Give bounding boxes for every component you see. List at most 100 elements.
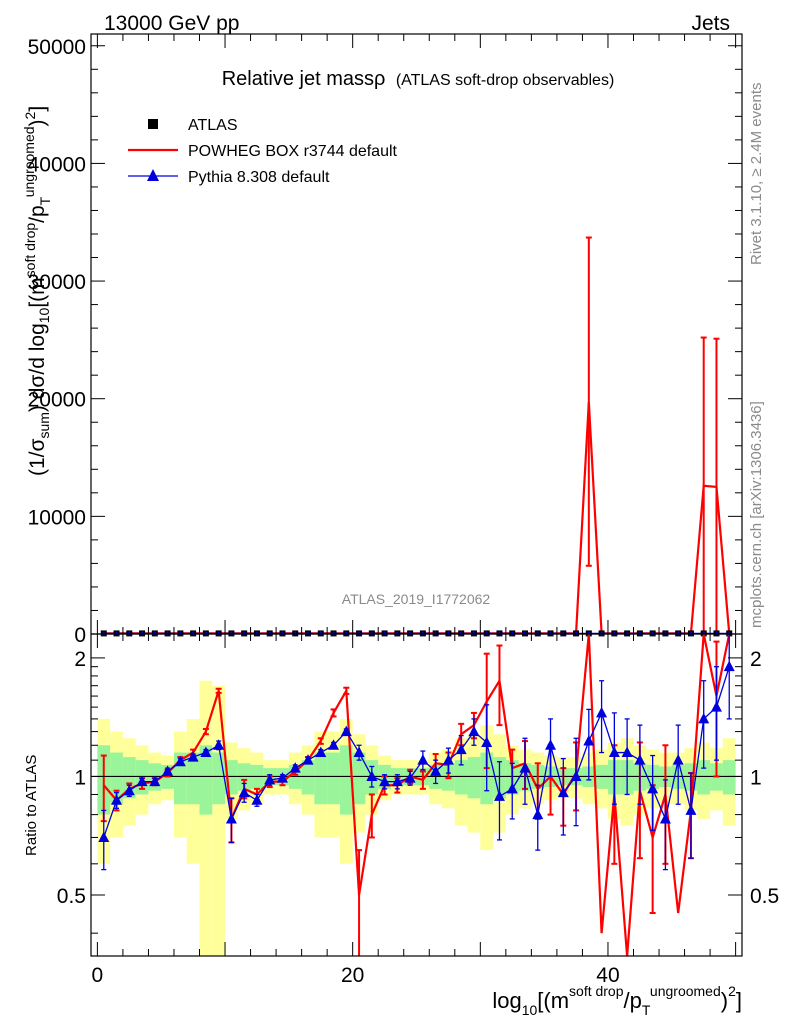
pythia-ratio-marker — [289, 762, 301, 773]
pythia-ratio-marker — [545, 739, 557, 750]
ratio-band-green — [327, 752, 340, 805]
pythia-ratio-marker — [506, 782, 518, 794]
main-y-tick-label: 50000 — [28, 36, 86, 59]
ratio-y-axis-label: Ratio to ATLAS — [23, 755, 40, 856]
main-y-tick-label: 20000 — [28, 389, 86, 412]
header-left: 13000 GeV pp — [104, 12, 239, 35]
ratio-band-green — [339, 745, 353, 815]
ratio-band-green — [314, 752, 328, 805]
pythia-ratio-marker — [379, 775, 391, 787]
pythia-ratio-marker — [583, 735, 595, 746]
ratio-band-green — [199, 745, 213, 815]
pythia-ratio-marker — [366, 770, 378, 781]
legend-label-pythia: Pythia 8.308 default — [188, 169, 330, 186]
ratio-y-tick-label-right: 2 — [750, 648, 762, 671]
pythia-ratio-marker — [315, 746, 327, 758]
pythia-ratio-marker — [685, 804, 697, 815]
pythia-ratio-marker — [149, 775, 161, 787]
ratio-band-green — [697, 760, 711, 795]
ratio-band-green — [454, 760, 468, 795]
pythia-ratio-marker — [111, 794, 123, 805]
pythia-ratio-marker — [608, 746, 620, 758]
legend-label-powheg: POWHEG BOX r3744 default — [188, 143, 398, 160]
pythia-ratio-marker — [659, 812, 671, 824]
pythia-ratio-marker — [187, 751, 199, 762]
x-axis-label: log10[(msoft drop/pTungroomed)2] — [492, 983, 742, 1018]
pythia-ratio-marker — [238, 786, 250, 798]
pythia-ratio-marker — [596, 706, 608, 718]
side-label-mcplots: mcplots.cern.ch [arXiv:1306.3436] — [748, 401, 765, 628]
chart-title-main: Relative jet massρ — [222, 68, 386, 90]
x-ticks: 0 20 40 — [92, 34, 737, 987]
pythia-ratio-marker — [136, 775, 148, 787]
main-y-tick-label: 30000 — [28, 271, 86, 294]
pythia-ratio-marker — [710, 701, 722, 712]
pythia-ratio-marker — [672, 754, 684, 765]
pythia-ratio-marker — [455, 743, 467, 755]
pythia-ratio-marker — [442, 754, 454, 765]
pythia-ratio-marker — [162, 765, 174, 776]
legend-marker-pythia — [147, 169, 159, 181]
chart-title-sub: (ATLAS soft-drop observables) — [396, 72, 614, 89]
pythia-ratio-marker — [353, 746, 365, 758]
pythia-ratio-marker — [493, 790, 505, 801]
x-tick-label: 40 — [596, 964, 619, 987]
legend-label-atlas: ATLAS — [188, 117, 238, 134]
main-y-tick-label: 10000 — [28, 506, 86, 529]
ratio-y-tick-label-left: 1 — [74, 766, 86, 789]
powheg-ratio-line — [102, 633, 731, 957]
ratio-band-green — [212, 752, 226, 805]
ratio-band-green — [722, 760, 736, 795]
pythia-ratio-marker — [519, 762, 531, 773]
pythia-ratio-marker — [468, 725, 480, 737]
pythia-ratio-marker — [698, 712, 710, 724]
pythia-ratio-marker — [200, 746, 212, 758]
x-tick-label: 20 — [341, 964, 364, 987]
ratio-band-green — [352, 752, 366, 805]
legend-marker-atlas — [148, 119, 158, 129]
pythia-ratio-marker — [481, 736, 493, 747]
ratio-band-green — [110, 752, 123, 805]
main-y-tick-label: 40000 — [28, 153, 86, 176]
watermark: ATLAS_2019_I1772062 — [342, 591, 491, 607]
pythia-ratio-marker — [98, 831, 110, 842]
pythia-ratio-marker — [225, 812, 237, 824]
pythia-ratio-marker — [634, 754, 646, 765]
ratio-y-tick-label-left: 2 — [74, 648, 86, 671]
ratio-y-tick-label-right: 1 — [750, 766, 762, 789]
ratio-band-yellow — [199, 680, 213, 956]
pythia-ratio-marker — [570, 770, 582, 781]
ratio-band-green — [186, 752, 200, 805]
pythia-ratio-marker — [621, 746, 633, 758]
pythia-ratio-marker — [123, 784, 135, 796]
pythia-ratio-marker — [174, 755, 186, 767]
pythia-ratio-marker — [430, 765, 442, 776]
main-y-tick-label: 0 — [74, 624, 86, 647]
x-tick-label: 0 — [92, 964, 104, 987]
pythia-ratio-marker — [276, 772, 288, 783]
ratio-y-ticks: 0.5 0.5 1 1 2 2 — [57, 648, 779, 934]
pythia-ratio-marker — [404, 772, 416, 783]
ratio-y-tick-label-left: 0.5 — [57, 885, 86, 908]
pythia-ratio-marker — [723, 660, 735, 672]
side-label-rivet: Rivet 3.1.10, ≥ 2.4M events — [748, 83, 765, 266]
pythia-ratio-marker — [302, 754, 314, 765]
header-right: Jets — [691, 12, 730, 35]
ratio-plot-frame — [90, 633, 743, 957]
pythia-ratio-marker — [264, 773, 276, 785]
ratio-band-green — [467, 757, 481, 799]
ratio-y-tick-label-right: 0.5 — [750, 885, 779, 908]
pythia-ratio-marker — [328, 739, 340, 750]
pythia-ratio-marker — [213, 739, 225, 750]
pythia-ratio-marker — [417, 754, 429, 765]
chart-title: Relative jet massρ (ATLAS soft-drop obse… — [222, 68, 615, 90]
pythia-ratio-marker — [557, 786, 569, 798]
legend: ATLAS POWHEG BOX r3744 default Pythia 8.30… — [128, 117, 398, 186]
pythia-ratio-marker — [532, 808, 544, 820]
ratio-band-green — [301, 760, 315, 795]
pythia-ratio-marker — [647, 782, 659, 794]
pythia-ratio-marker — [391, 775, 403, 787]
pythia-ratio-marker — [251, 794, 263, 805]
main-y-ticks: 0 10000 20000 30000 40000 50000 — [28, 36, 742, 647]
